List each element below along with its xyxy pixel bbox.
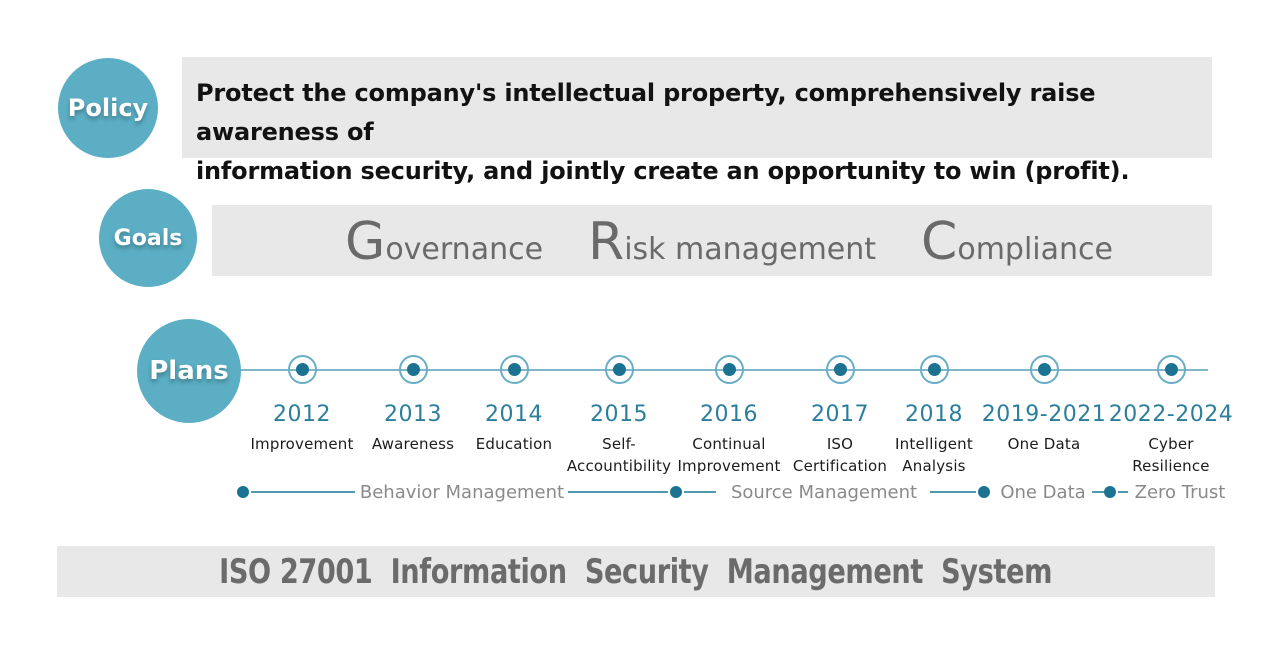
timeline-node-icon <box>288 355 317 384</box>
timeline-node-icon <box>1030 355 1059 384</box>
timeline-node-icon <box>1157 355 1186 384</box>
milestone-2018: 2018 Intelligent Analysis <box>859 402 1009 477</box>
policy-badge-label: Policy <box>67 94 149 122</box>
grc-initial-g: G <box>345 212 386 272</box>
phase-dot-icon <box>978 486 990 498</box>
milestone-2017: 2017 ISO Certification <box>765 402 915 477</box>
timeline-node-icon <box>715 355 744 384</box>
milestone-year: 2014 <box>485 402 543 427</box>
milestone-label: ISO Certification <box>792 435 888 475</box>
plans-badge-label: Plans <box>149 356 229 386</box>
milestone-year: 2015 <box>590 402 648 427</box>
phase-dot-icon <box>237 486 249 498</box>
grc-initial-c: C <box>921 212 958 272</box>
timeline-node-icon <box>920 355 949 384</box>
milestone-label: Improvement <box>250 435 354 453</box>
milestone-2014: 2014 Education <box>439 402 589 455</box>
milestone-label: Self- Accountibility <box>566 435 672 475</box>
timeline-node-icon <box>399 355 428 384</box>
timeline-node-icon <box>826 355 855 384</box>
phase-line <box>568 491 668 493</box>
timeline-node-icon <box>605 355 634 384</box>
milestone-label: Awareness <box>371 435 455 453</box>
milestone-2013: 2013 Awareness <box>338 402 488 455</box>
goals-badge: Goals <box>99 189 197 287</box>
milestone-2019-2021: 2019-2021 One Data <box>969 402 1119 455</box>
milestone-2016: 2016 Continual Improvement <box>654 402 804 477</box>
footer-title: ISO 27001 Information Security Managemen… <box>219 551 1053 592</box>
policy-statement-bar: Protect the company's intellectual prope… <box>182 57 1212 185</box>
phase-label-zero-trust: Zero Trust <box>1134 482 1226 503</box>
milestone-label: Continual Improvement <box>677 435 781 475</box>
policy-badge: Policy <box>58 58 158 158</box>
plans-badge: Plans <box>137 319 241 423</box>
milestone-2022-2024: 2022-2024 Cyber Resilience <box>1096 402 1246 477</box>
milestone-label: One Data <box>1007 435 1081 453</box>
timeline-node-icon <box>500 355 529 384</box>
milestone-2012: 2012 Improvement <box>227 402 377 455</box>
milestone-year: 2013 <box>384 402 442 427</box>
phase-label-source-management: Source Management <box>730 482 918 503</box>
goals-badge-label: Goals <box>113 225 183 251</box>
milestone-year: 2017 <box>811 402 869 427</box>
milestone-label: Intelligent Analysis <box>895 435 973 475</box>
policy-statement-line2: information security, and jointly create… <box>196 157 1130 185</box>
grc-rest-compliance: ompliance <box>957 232 1113 267</box>
milestone-year: 2012 <box>273 402 331 427</box>
phase-label-behavior-management: Behavior Management <box>359 482 565 503</box>
milestone-label: Education <box>475 435 553 453</box>
policy-statement-line1: Protect the company's intellectual prope… <box>196 79 1096 146</box>
phase-line <box>1118 491 1128 493</box>
phase-line <box>684 491 716 493</box>
milestone-2015: 2015 Self- Accountibility <box>544 402 694 477</box>
grc-rest-governance: overnance <box>385 232 544 267</box>
phase-line <box>1092 491 1104 493</box>
phase-line <box>930 491 976 493</box>
grc-rest-risk-management: isk management <box>624 232 877 267</box>
phase-dot-icon <box>1104 486 1116 498</box>
footer-banner: ISO 27001 Information Security Managemen… <box>57 546 1215 597</box>
phase-label-one-data: One Data <box>1000 482 1086 503</box>
grc-initial-r: R <box>588 212 625 272</box>
milestone-year: 2018 <box>905 402 963 427</box>
milestone-year: 2016 <box>700 402 758 427</box>
milestone-label: Cyber Resilience <box>1132 435 1210 475</box>
phase-dot-icon <box>670 486 682 498</box>
phase-line <box>251 491 355 493</box>
milestone-year: 2019-2021 <box>981 402 1107 427</box>
milestone-year: 2022-2024 <box>1108 402 1234 427</box>
